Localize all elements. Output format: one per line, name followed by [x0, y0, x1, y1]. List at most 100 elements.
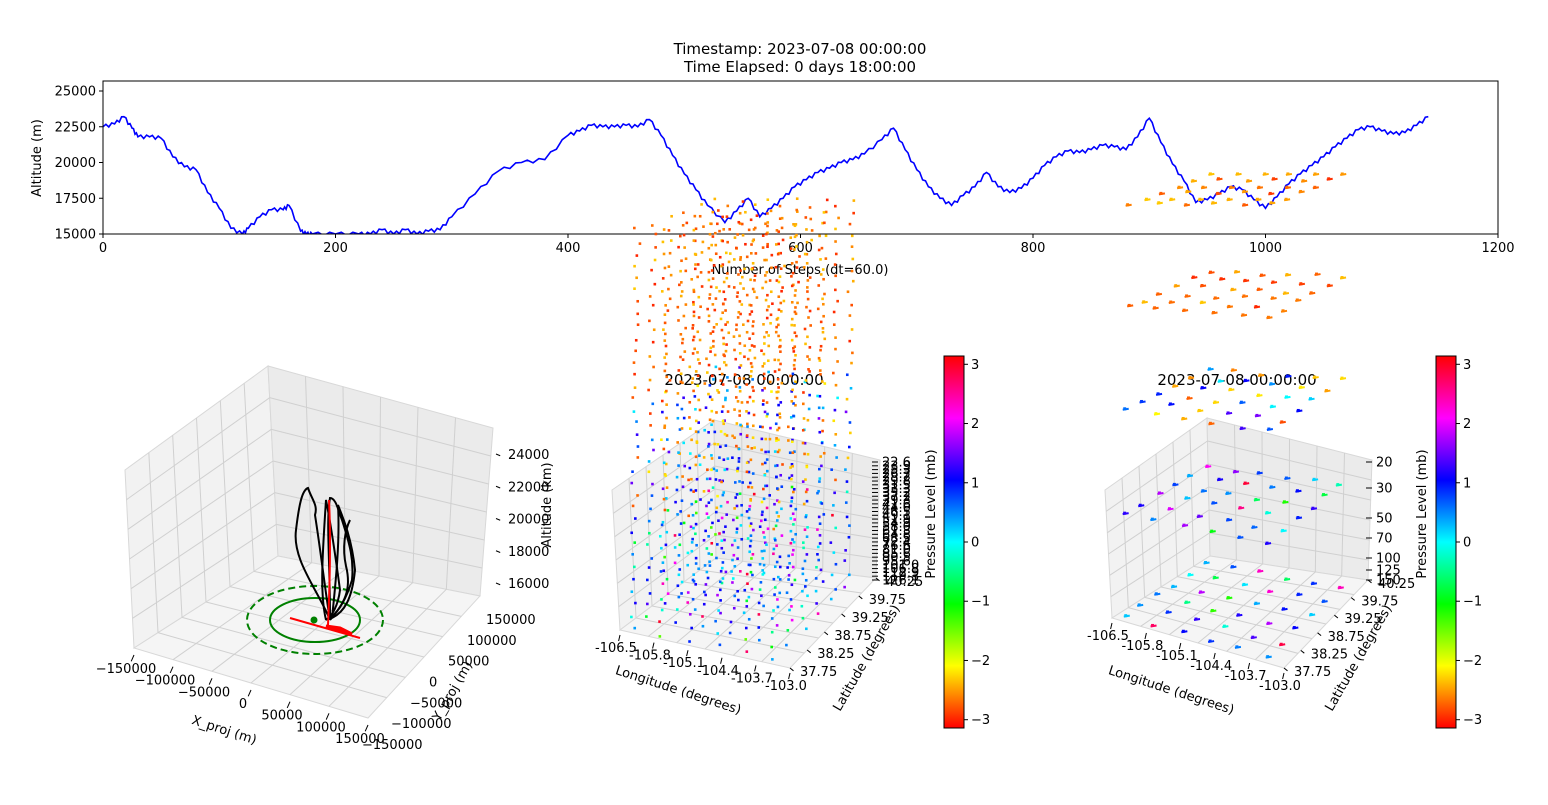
wind-point — [670, 214, 673, 218]
wind-point — [739, 312, 742, 316]
wind-point — [1201, 185, 1205, 189]
wind-point — [804, 478, 807, 481]
wind-point — [720, 516, 724, 520]
wind-point — [845, 515, 849, 519]
wind-point — [673, 561, 677, 565]
wind-point — [694, 430, 698, 433]
wind-point — [723, 468, 727, 472]
wind-point — [707, 442, 711, 446]
x-tick-label: 600 — [788, 241, 813, 256]
wind-point — [790, 275, 793, 278]
x-tick-label: −150000 — [96, 662, 157, 677]
wind-point — [794, 289, 797, 292]
wind-point — [707, 489, 711, 493]
wind-point — [737, 447, 741, 451]
wind-point — [731, 434, 734, 438]
wind-point — [710, 423, 713, 427]
wind-point — [802, 266, 806, 269]
wind-point — [750, 447, 754, 450]
wind-point — [707, 363, 711, 367]
wind-point — [739, 570, 742, 573]
wind-point — [664, 497, 668, 500]
y-tick-label: 50000 — [448, 655, 489, 670]
y-tick-label: 39.25 — [1344, 612, 1381, 627]
wind-point — [724, 444, 728, 447]
wind-point — [701, 240, 705, 244]
wind-point — [724, 251, 728, 255]
wind-point — [818, 542, 822, 545]
wind-point — [1236, 613, 1240, 617]
x-tick-label: -105.1 — [1156, 649, 1198, 664]
wind-point — [749, 534, 753, 537]
wind-point — [808, 393, 811, 397]
wind-point — [772, 552, 775, 556]
wind-point — [684, 303, 688, 306]
wind-point — [818, 522, 822, 526]
wind-point — [780, 289, 783, 293]
wind-point — [730, 570, 733, 573]
wind-point — [680, 592, 683, 595]
wind-point — [677, 595, 681, 599]
wind-point — [1174, 284, 1178, 288]
wind-point — [738, 300, 742, 303]
z-tick-label: 37.2 — [882, 490, 911, 505]
wind-point — [749, 374, 753, 378]
x-tick-label: -103.7 — [731, 671, 773, 686]
wind-point — [834, 274, 837, 278]
wind-point — [699, 305, 702, 309]
wind-point — [726, 457, 730, 460]
wind-point — [732, 286, 736, 289]
wind-point — [665, 389, 668, 393]
wind-point — [819, 348, 822, 352]
wind-point — [776, 428, 779, 432]
wind-point — [793, 224, 797, 228]
wind-point — [1208, 172, 1212, 176]
wind-point — [708, 395, 712, 399]
wind-point — [662, 252, 666, 256]
wind-point — [765, 232, 768, 236]
wind-point — [676, 584, 680, 588]
wind-point — [746, 537, 750, 540]
y-tick-label: 100000 — [467, 634, 517, 649]
wind-point — [1270, 404, 1274, 408]
gridline — [1110, 532, 1210, 598]
wind-point — [762, 604, 765, 608]
wind-point — [1338, 585, 1342, 589]
wind-point — [1157, 201, 1161, 205]
wind-point — [772, 527, 776, 531]
wind-point — [728, 631, 732, 635]
wind-point — [779, 362, 782, 366]
wind-point — [1172, 384, 1176, 388]
wind-point — [1313, 185, 1317, 189]
wind-point — [1150, 517, 1154, 521]
wind-point — [844, 501, 848, 504]
y-tick-mark — [875, 577, 880, 582]
wind-point — [1159, 191, 1163, 195]
wind-point — [733, 258, 736, 261]
wind-point — [723, 298, 727, 301]
colorbar-tick-label: −3 — [1463, 713, 1482, 728]
wind-point — [651, 402, 655, 406]
wind-point — [708, 418, 712, 422]
y-tick-label: −50000 — [410, 696, 462, 711]
y-tick-label: −100000 — [391, 717, 452, 732]
wind-point — [665, 438, 669, 441]
wind-point — [1187, 473, 1191, 477]
wind-point — [761, 569, 764, 572]
wind-point — [765, 469, 769, 473]
wind-point — [690, 381, 694, 384]
wind-point — [749, 539, 753, 543]
wind-point — [790, 605, 793, 608]
wind-point — [751, 287, 755, 291]
wind-point — [770, 390, 773, 393]
wind-point — [721, 419, 725, 423]
wind-point — [739, 423, 742, 427]
wind-point — [1226, 411, 1230, 415]
x-tick-mark — [130, 654, 135, 662]
wind-point — [732, 606, 736, 610]
x-tick-label: -106.5 — [1087, 629, 1129, 644]
wind-point — [748, 481, 752, 485]
wind-point — [738, 389, 742, 393]
x-tick-label: -103.0 — [765, 679, 807, 694]
wind-point — [773, 450, 777, 453]
